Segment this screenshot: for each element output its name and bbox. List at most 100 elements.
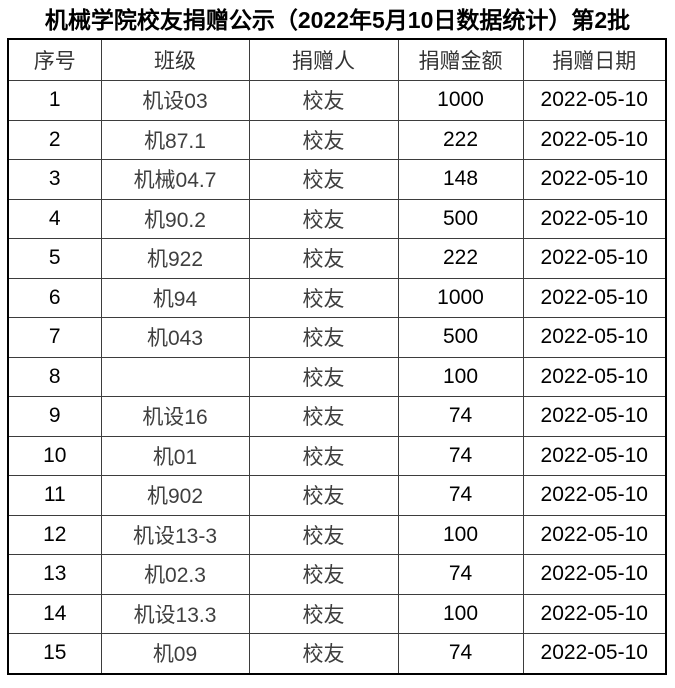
header-donor: 捐赠人 [248,38,399,81]
row-number-cell: 1 [7,80,102,121]
donor-cell: 校友 [248,396,399,437]
donor-cell: 校友 [248,119,399,160]
header-row: 序号 班级 捐赠人 捐赠金额 捐赠日期 [7,38,667,81]
class-cell: 机设13-3 [100,514,250,555]
header-amount: 捐赠金额 [397,38,524,81]
table-row: 15 机09 校友 74 2022-05-10 [7,633,667,674]
class-cell: 机09 [100,633,250,674]
donor-cell: 校友 [248,356,399,397]
table-body: 1 机设03 校友 1000 2022-05-10 2 机87.1 校友 222 2022-05-… [7,80,667,674]
amount-cell: 500 [397,198,524,239]
row-number-cell: 10 [7,435,102,476]
row-number-cell: 9 [7,396,102,437]
class-cell: 机设16 [100,396,250,437]
date-cell: 2022-05-10 [522,396,667,437]
date-cell: 2022-05-10 [522,159,667,200]
date-cell: 2022-05-10 [522,119,667,160]
donor-cell: 校友 [248,593,399,634]
row-number-cell: 5 [7,238,102,279]
row-number-cell: 14 [7,593,102,634]
class-cell: 机01 [100,435,250,476]
date-cell: 2022-05-10 [522,238,667,279]
amount-cell: 1000 [397,277,524,318]
amount-cell: 500 [397,317,524,358]
table-row: 6 机94 校友 1000 2022-05-10 [7,277,667,318]
row-number-cell: 12 [7,514,102,555]
amount-cell: 100 [397,514,524,555]
donor-cell: 校友 [248,317,399,358]
amount-cell: 148 [397,159,524,200]
table-header: 序号 班级 捐赠人 捐赠金额 捐赠日期 [7,38,667,81]
table-row: 8 校友 100 2022-05-10 [7,356,667,397]
table-row: 2 机87.1 校友 222 2022-05-10 [7,119,667,160]
donor-cell: 校友 [248,198,399,239]
date-cell: 2022-05-10 [522,80,667,121]
amount-cell: 74 [397,435,524,476]
header-class: 班级 [100,38,250,81]
date-cell: 2022-05-10 [522,277,667,318]
amount-cell: 222 [397,119,524,160]
class-cell: 机设13.3 [100,593,250,634]
row-number-cell: 15 [7,633,102,674]
class-cell [100,356,250,397]
row-number-cell: 2 [7,119,102,160]
amount-cell: 100 [397,356,524,397]
date-cell: 2022-05-10 [522,475,667,516]
donor-cell: 校友 [248,554,399,595]
donor-cell: 校友 [248,435,399,476]
amount-cell: 74 [397,396,524,437]
class-cell: 机043 [100,317,250,358]
amount-cell: 74 [397,554,524,595]
table-row: 4 机90.2 校友 500 2022-05-10 [7,198,667,239]
class-cell: 机87.1 [100,119,250,160]
donation-table: 序号 班级 捐赠人 捐赠金额 捐赠日期 1 机设03 校友 1000 2022-05-1… [7,38,667,675]
date-cell: 2022-05-10 [522,356,667,397]
amount-cell: 74 [397,475,524,516]
donor-cell: 校友 [248,514,399,555]
class-cell: 机设03 [100,80,250,121]
amount-cell: 100 [397,593,524,634]
class-cell: 机械04.7 [100,159,250,200]
table-row: 11 机902 校友 74 2022-05-10 [7,475,667,516]
donor-cell: 校友 [248,238,399,279]
donor-cell: 校友 [248,80,399,121]
date-cell: 2022-05-10 [522,317,667,358]
class-cell: 机02.3 [100,554,250,595]
date-cell: 2022-05-10 [522,593,667,634]
row-number-cell: 6 [7,277,102,318]
table-row: 9 机设16 校友 74 2022-05-10 [7,396,667,437]
row-number-cell: 8 [7,356,102,397]
amount-cell: 74 [397,633,524,674]
class-cell: 机90.2 [100,198,250,239]
class-cell: 机922 [100,238,250,279]
page-title: 机械学院校友捐赠公示（2022年5月10日数据统计）第2批 [44,7,631,33]
table-row: 5 机922 校友 222 2022-05-10 [7,238,667,279]
table-row: 10 机01 校友 74 2022-05-10 [7,435,667,476]
date-cell: 2022-05-10 [522,633,667,674]
donor-cell: 校友 [248,633,399,674]
date-cell: 2022-05-10 [522,514,667,555]
amount-cell: 222 [397,238,524,279]
table-row: 1 机设03 校友 1000 2022-05-10 [7,80,667,121]
donor-cell: 校友 [248,159,399,200]
table-row: 3 机械04.7 校友 148 2022-05-10 [7,159,667,200]
donor-cell: 校友 [248,277,399,318]
class-cell: 机94 [100,277,250,318]
row-number-cell: 4 [7,198,102,239]
date-cell: 2022-05-10 [522,435,667,476]
table-row: 13 机02.3 校友 74 2022-05-10 [7,554,667,595]
amount-cell: 1000 [397,80,524,121]
table-row: 14 机设13.3 校友 100 2022-05-10 [7,593,667,634]
class-cell: 机902 [100,475,250,516]
row-number-cell: 3 [7,159,102,200]
date-cell: 2022-05-10 [522,198,667,239]
table-row: 7 机043 校友 500 2022-05-10 [7,317,667,358]
date-cell: 2022-05-10 [522,554,667,595]
header-serial-number: 序号 [7,38,102,81]
row-number-cell: 11 [7,475,102,516]
header-date: 捐赠日期 [522,38,667,81]
row-number-cell: 7 [7,317,102,358]
table-row: 12 机设13-3 校友 100 2022-05-10 [7,514,667,555]
donor-cell: 校友 [248,475,399,516]
